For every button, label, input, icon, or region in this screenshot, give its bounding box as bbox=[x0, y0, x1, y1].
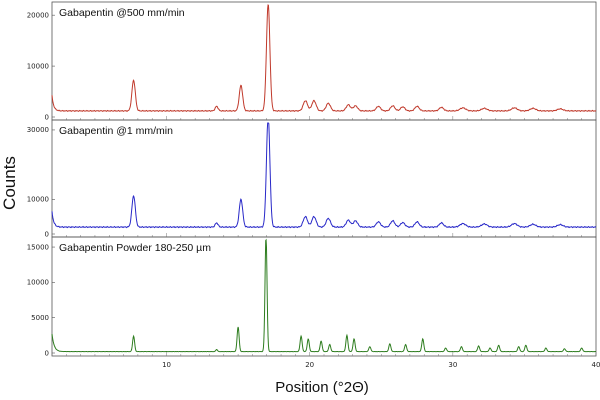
y-tick-label: 0 bbox=[45, 349, 49, 357]
series-label: Gabapentin @500 mm/min bbox=[59, 7, 185, 19]
x-tick-label: 30 bbox=[448, 361, 457, 369]
panel-1: 0 10000 20000 Gabapentin @500 mm/min bbox=[27, 1, 597, 121]
y-tick-label: 30000 bbox=[27, 126, 49, 134]
plot-area: 0 10000 20000 Gabapentin @500 mm/min 0 10000 3… bbox=[27, 1, 600, 369]
y-tick-label: 10000 bbox=[27, 196, 49, 204]
x-tick-label: 40 bbox=[592, 361, 600, 369]
series-line bbox=[51, 238, 597, 353]
y-tick-label: 15000 bbox=[27, 243, 49, 251]
x-tick-label: 10 bbox=[162, 361, 171, 369]
series-label: Gabapentin Powder 180-250 µm bbox=[59, 242, 211, 254]
series-line bbox=[51, 4, 597, 112]
y-tick-label: 10000 bbox=[27, 62, 49, 70]
x-axis-title: Position (°2Θ) bbox=[275, 379, 369, 396]
panel-frame bbox=[51, 1, 597, 121]
panel-2: 0 10000 30000 Gabapentin @1 mm/min bbox=[27, 119, 597, 238]
y-tick-label: 0 bbox=[45, 113, 49, 121]
y-axis-title: Counts bbox=[0, 156, 19, 210]
y-tick-label: 20000 bbox=[27, 11, 49, 19]
y-tick-label: 0 bbox=[45, 230, 49, 238]
y-tick-label: 5000 bbox=[31, 314, 49, 322]
x-tick-label: 20 bbox=[305, 361, 314, 369]
panel-frame bbox=[51, 119, 597, 238]
panel-3: 0 5000 10000 15000 Gabapentin Powder 180-250… bbox=[27, 236, 597, 357]
series-label: Gabapentin @1 mm/min bbox=[59, 125, 173, 137]
panel-frame bbox=[51, 236, 597, 357]
y-tick-label: 10000 bbox=[27, 279, 49, 287]
series-line bbox=[51, 122, 597, 229]
